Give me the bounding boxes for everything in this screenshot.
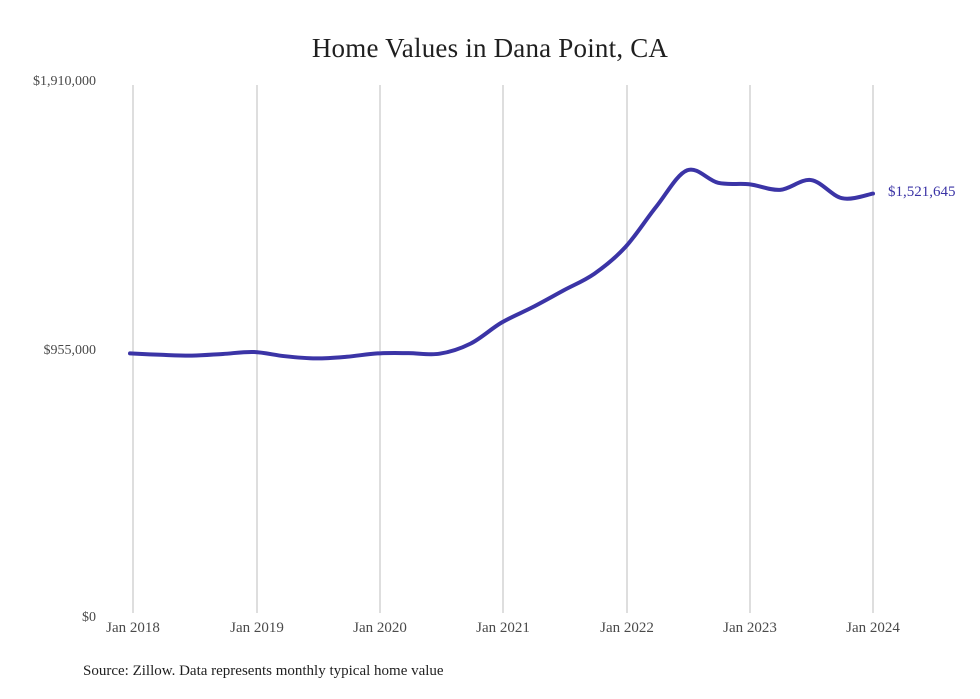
x-axis-tick-jan-2024: Jan 2024 (846, 620, 900, 636)
chart-title: Home Values in Dana Point, CA (311, 33, 669, 63)
x-axis-tick-jan-2018: Jan 2018 (106, 620, 160, 636)
y-axis-tick-top: $1,910,000 (33, 74, 96, 89)
gridlines (132, 85, 874, 613)
y-axis-tick-zero: $0 (82, 610, 96, 625)
x-axis-tick-jan-2021: Jan 2021 (476, 620, 530, 636)
end-value-label: $1,521,645 (888, 183, 956, 200)
source-note: Source: Zillow. Data represents monthly … (83, 663, 444, 679)
x-axis-tick-jan-2023: Jan 2023 (723, 620, 777, 636)
y-axis-tick-middle: $955,000 (43, 343, 97, 358)
x-axis-tick-jan-2020: Jan 2020 (353, 620, 407, 636)
x-axis-tick-jan-2022: Jan 2022 (600, 620, 654, 636)
x-axis-tick-jan-2019: Jan 2019 (230, 620, 284, 636)
series-line-typical-home-value (128, 167, 875, 361)
